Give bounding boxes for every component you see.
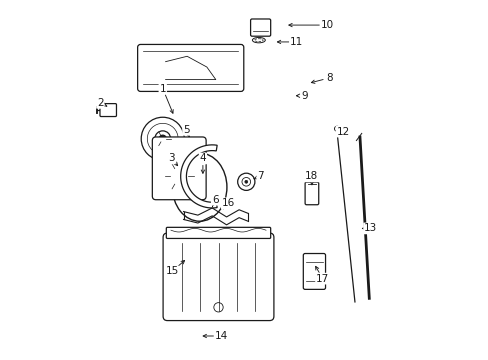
Polygon shape (181, 145, 217, 208)
Circle shape (159, 135, 166, 142)
FancyBboxPatch shape (303, 253, 325, 289)
FancyBboxPatch shape (250, 19, 270, 36)
Ellipse shape (172, 153, 226, 221)
Circle shape (181, 156, 185, 161)
FancyBboxPatch shape (152, 137, 206, 200)
Circle shape (163, 160, 195, 193)
Text: 10: 10 (320, 20, 333, 30)
Circle shape (242, 177, 250, 186)
Circle shape (175, 143, 198, 166)
Circle shape (244, 180, 247, 183)
Text: 4: 4 (199, 153, 206, 163)
Text: 8: 8 (326, 73, 332, 83)
Text: 15: 15 (165, 266, 178, 276)
Text: 1: 1 (159, 84, 166, 94)
Circle shape (237, 173, 254, 190)
Text: 14: 14 (214, 331, 227, 341)
Text: 3: 3 (168, 153, 174, 163)
Circle shape (181, 192, 185, 197)
Circle shape (148, 51, 154, 57)
Circle shape (147, 123, 178, 154)
Circle shape (334, 126, 339, 131)
FancyBboxPatch shape (137, 44, 244, 91)
Circle shape (141, 117, 184, 160)
Text: 11: 11 (289, 37, 303, 47)
Circle shape (181, 174, 185, 179)
Circle shape (227, 51, 233, 57)
FancyBboxPatch shape (163, 233, 273, 320)
Circle shape (180, 148, 192, 161)
Ellipse shape (254, 39, 263, 41)
Text: 9: 9 (301, 91, 307, 101)
Circle shape (183, 152, 188, 157)
Text: 6: 6 (211, 195, 218, 205)
Text: 16: 16 (221, 198, 235, 208)
Text: 2: 2 (97, 98, 103, 108)
Text: 5: 5 (183, 125, 189, 135)
FancyBboxPatch shape (305, 182, 318, 205)
Text: 7: 7 (257, 171, 264, 181)
Text: 17: 17 (315, 274, 328, 284)
FancyBboxPatch shape (100, 104, 116, 117)
Text: 13: 13 (364, 224, 377, 233)
Text: 12: 12 (336, 127, 349, 136)
Circle shape (155, 131, 170, 147)
FancyBboxPatch shape (166, 227, 270, 238)
Ellipse shape (252, 37, 265, 43)
Circle shape (213, 303, 223, 312)
Text: 18: 18 (305, 171, 318, 181)
Circle shape (170, 167, 188, 185)
